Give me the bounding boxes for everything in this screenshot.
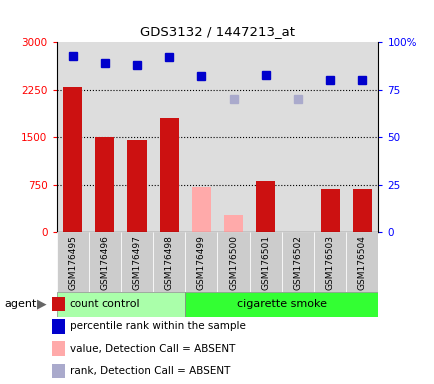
Bar	[313, 232, 345, 292]
Text: GSM176502: GSM176502	[293, 235, 302, 290]
Bar	[95, 137, 114, 232]
Text: GSM176501: GSM176501	[261, 235, 270, 290]
Bar	[281, 232, 313, 292]
Bar	[191, 187, 210, 232]
Bar	[185, 232, 217, 292]
Text: agent: agent	[4, 299, 36, 310]
Bar	[185, 292, 378, 317]
Bar	[320, 189, 339, 232]
Bar	[224, 215, 243, 232]
Text: count: count	[69, 299, 99, 309]
Bar	[217, 232, 249, 292]
Bar	[56, 292, 185, 317]
Text: GSM176504: GSM176504	[357, 235, 366, 290]
Text: GSM176496: GSM176496	[100, 235, 109, 290]
Bar	[56, 232, 89, 292]
Text: GSM176495: GSM176495	[68, 235, 77, 290]
Text: GSM176498: GSM176498	[164, 235, 173, 290]
Text: GSM176499: GSM176499	[197, 235, 205, 290]
Bar	[89, 232, 121, 292]
Text: GSM176503: GSM176503	[325, 235, 334, 290]
Text: rank, Detection Call = ABSENT: rank, Detection Call = ABSENT	[69, 366, 230, 376]
Bar	[153, 232, 185, 292]
Bar	[345, 232, 378, 292]
Title: GDS3132 / 1447213_at: GDS3132 / 1447213_at	[140, 25, 294, 38]
Text: control: control	[102, 299, 140, 310]
Text: ▶: ▶	[37, 298, 46, 311]
Bar	[159, 118, 178, 232]
Bar	[127, 141, 146, 232]
Bar	[256, 181, 275, 232]
Bar	[352, 189, 371, 232]
Text: GSM176500: GSM176500	[229, 235, 237, 290]
Bar	[249, 232, 281, 292]
Text: GSM176497: GSM176497	[132, 235, 141, 290]
Bar	[63, 87, 82, 232]
Bar	[121, 232, 153, 292]
Text: percentile rank within the sample: percentile rank within the sample	[69, 321, 245, 331]
Text: cigarette smoke: cigarette smoke	[237, 299, 326, 310]
Text: value, Detection Call = ABSENT: value, Detection Call = ABSENT	[69, 344, 234, 354]
